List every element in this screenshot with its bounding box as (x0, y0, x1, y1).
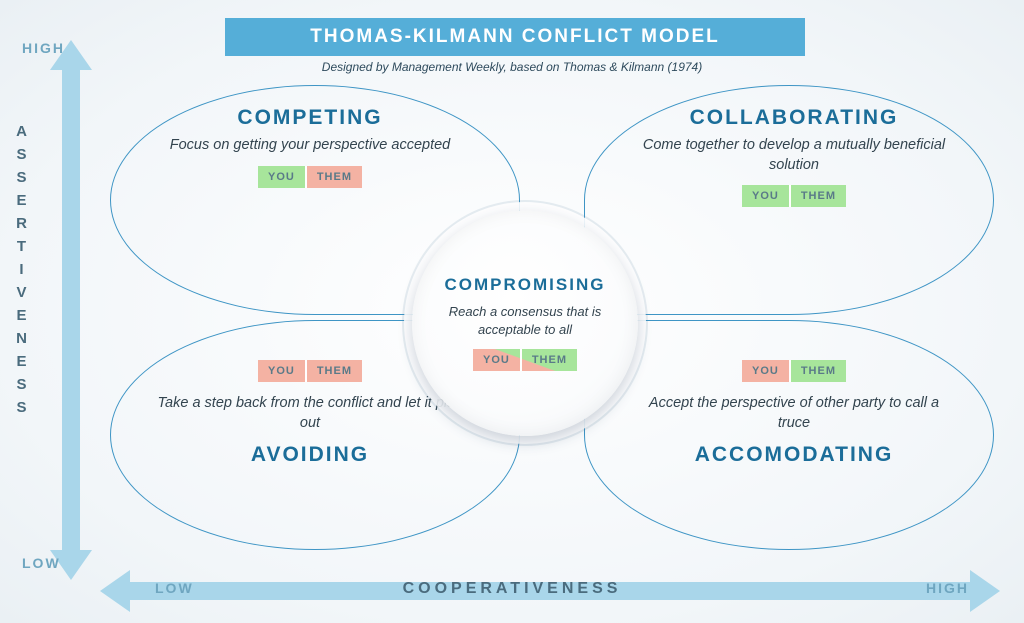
subtitle: Designed by Management Weekly, based on … (0, 60, 1024, 74)
badge-you: YOU (742, 360, 789, 382)
badge-you: YOU (742, 185, 789, 207)
badge-separator (520, 349, 522, 371)
competing-desc: Focus on getting your perspective accept… (150, 136, 470, 156)
x-axis-title: COOPERATIVENESS (0, 580, 1024, 598)
compromising-title: COMPROMISING (445, 275, 606, 295)
avoiding-title: AVOIDING (150, 443, 470, 467)
badge-separator (789, 185, 791, 207)
quadrant-competing: COMPETING Focus on getting your perspect… (150, 100, 470, 188)
y-axis-arrow (54, 40, 88, 580)
quadrant-avoiding: YOU THEM Take a step back from the confl… (150, 360, 470, 473)
y-axis-title: ASSERTIVENESS (15, 120, 31, 419)
collaborating-badge: YOU THEM (742, 185, 846, 207)
y-axis-low-label: LOW (22, 555, 61, 571)
badge-you: YOU (258, 360, 305, 382)
collaborating-desc: Come together to develop a mutually bene… (634, 136, 954, 175)
badge-them: THEM (522, 349, 577, 371)
accommodating-title: ACCOMODATING (634, 443, 954, 467)
title-bar: THOMAS-KILMANN CONFLICT MODEL (225, 18, 805, 56)
competing-title: COMPETING (150, 106, 470, 130)
badge-them: THEM (307, 166, 362, 188)
accommodating-badge: YOU THEM (742, 360, 846, 382)
collaborating-title: COLLABORATING (634, 106, 954, 130)
y-axis-shaft (62, 68, 80, 552)
compromising-desc: Reach a consensus that is acceptable to … (432, 303, 618, 338)
compromising-badge: YOU THEM (473, 349, 577, 371)
badge-separator (789, 360, 791, 382)
badge-separator (305, 166, 307, 188)
badge-them: THEM (791, 185, 846, 207)
badge-them: THEM (307, 360, 362, 382)
badge-you: YOU (473, 349, 520, 371)
y-axis-high-label: HIGH (22, 40, 65, 56)
quadrant-collaborating: COLLABORATING Come together to develop a… (634, 100, 954, 207)
quadrant-compromising: COMPROMISING Reach a consensus that is a… (412, 210, 638, 436)
avoiding-badge: YOU THEM (258, 360, 362, 382)
accommodating-desc: Accept the perspective of other party to… (634, 394, 954, 433)
badge-them: THEM (791, 360, 846, 382)
badge-separator (305, 360, 307, 382)
quadrant-accommodating: YOU THEM Accept the perspective of other… (634, 360, 954, 473)
competing-badge: YOU THEM (258, 166, 362, 188)
badge-you: YOU (258, 166, 305, 188)
avoiding-desc: Take a step back from the conflict and l… (150, 394, 470, 433)
title-text: THOMAS-KILMANN CONFLICT MODEL (310, 26, 719, 48)
